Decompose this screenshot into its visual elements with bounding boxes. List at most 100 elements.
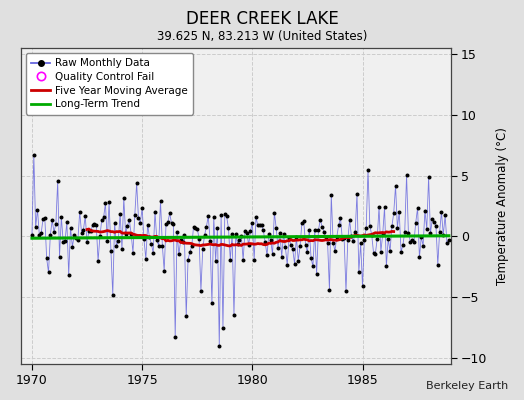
- Point: [74, 237, 82, 243]
- Point: [369, 250, 378, 256]
- Point: [386, 248, 394, 254]
- Point: [182, 313, 190, 319]
- Point: [378, 231, 387, 238]
- Point: [298, 220, 306, 226]
- Point: [241, 228, 249, 234]
- Point: [156, 198, 165, 204]
- Point: [246, 228, 255, 234]
- Point: [248, 220, 257, 226]
- Point: [30, 151, 38, 158]
- Point: [118, 246, 126, 252]
- Y-axis label: Temperature Anomaly (°C): Temperature Anomaly (°C): [496, 127, 509, 285]
- Point: [72, 235, 80, 242]
- Point: [347, 233, 356, 240]
- Point: [141, 256, 150, 262]
- Point: [384, 236, 392, 242]
- Point: [226, 257, 234, 263]
- Point: [163, 219, 172, 225]
- Point: [333, 234, 341, 240]
- Point: [112, 243, 121, 249]
- Point: [75, 209, 84, 215]
- Point: [100, 214, 108, 221]
- Point: [395, 209, 403, 215]
- Point: [180, 232, 189, 238]
- Point: [305, 226, 313, 233]
- Point: [232, 231, 240, 238]
- Point: [188, 243, 196, 250]
- Point: [195, 235, 203, 242]
- Point: [367, 231, 376, 238]
- Point: [92, 222, 101, 228]
- Point: [130, 212, 139, 218]
- Point: [167, 220, 176, 226]
- Point: [443, 240, 451, 246]
- Point: [149, 250, 157, 256]
- Point: [364, 166, 372, 173]
- Point: [307, 255, 315, 262]
- Point: [224, 225, 233, 231]
- Point: [134, 215, 143, 221]
- Point: [103, 238, 112, 244]
- Point: [83, 239, 91, 245]
- Point: [85, 228, 93, 234]
- Point: [64, 272, 73, 278]
- Point: [208, 300, 216, 306]
- Point: [285, 235, 293, 241]
- Point: [101, 200, 110, 206]
- Point: [230, 312, 238, 318]
- Point: [290, 260, 299, 267]
- Point: [259, 227, 268, 234]
- Point: [256, 222, 264, 228]
- Point: [234, 241, 242, 248]
- Point: [129, 249, 137, 256]
- Point: [263, 252, 271, 258]
- Point: [185, 249, 194, 255]
- Point: [417, 234, 425, 240]
- Point: [316, 216, 324, 223]
- Point: [278, 254, 286, 260]
- Point: [46, 232, 54, 238]
- Point: [338, 236, 346, 242]
- Point: [228, 231, 236, 237]
- Text: Berkeley Earth: Berkeley Earth: [426, 381, 508, 391]
- Point: [123, 222, 132, 229]
- Point: [81, 213, 90, 220]
- Point: [312, 271, 321, 277]
- Point: [377, 248, 385, 255]
- Point: [323, 240, 332, 247]
- Point: [309, 263, 317, 269]
- Point: [360, 236, 368, 243]
- Point: [279, 231, 288, 237]
- Point: [107, 248, 115, 254]
- Point: [411, 219, 420, 226]
- Point: [160, 268, 168, 274]
- Point: [116, 210, 124, 217]
- Point: [200, 232, 209, 238]
- Point: [31, 224, 40, 230]
- Point: [147, 240, 156, 247]
- Point: [152, 237, 161, 244]
- Point: [48, 217, 57, 224]
- Point: [252, 214, 260, 221]
- Point: [177, 237, 185, 243]
- Point: [349, 238, 357, 245]
- Point: [158, 242, 167, 249]
- Point: [42, 255, 51, 262]
- Point: [294, 258, 302, 264]
- Point: [122, 231, 130, 237]
- Point: [34, 206, 42, 213]
- Point: [169, 221, 178, 227]
- Point: [96, 233, 104, 240]
- Point: [268, 251, 277, 258]
- Point: [408, 236, 416, 243]
- Point: [37, 230, 46, 236]
- Point: [353, 190, 361, 197]
- Point: [435, 228, 444, 235]
- Point: [413, 205, 422, 211]
- Text: DEER CREEK LAKE: DEER CREEK LAKE: [185, 10, 339, 28]
- Point: [422, 226, 431, 232]
- Point: [257, 222, 266, 229]
- Point: [136, 219, 145, 226]
- Point: [206, 238, 214, 244]
- Point: [261, 239, 269, 246]
